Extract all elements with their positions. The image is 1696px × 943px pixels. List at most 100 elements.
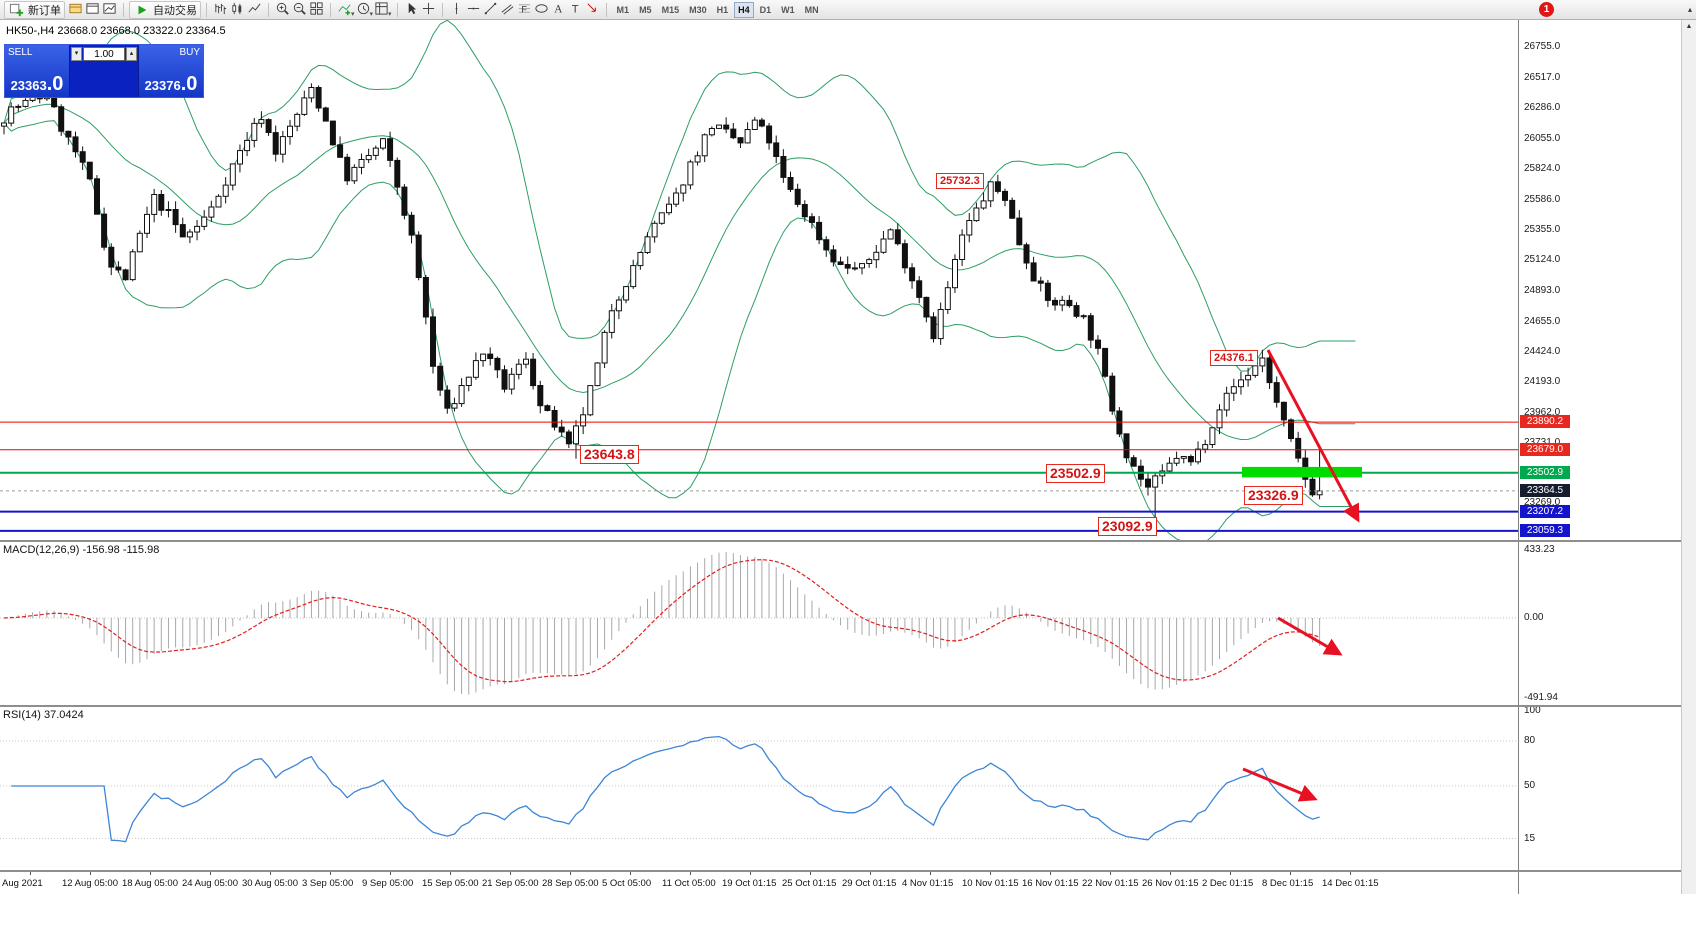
crosshair-icon[interactable] <box>420 0 437 16</box>
time-axis[interactable]: Aug 2021 12 Aug 05:00 18 Aug 05:00 24 Aug 0… <box>0 872 1518 894</box>
timeframe-H1[interactable]: H1 <box>713 2 733 18</box>
chart-type-group <box>212 0 263 19</box>
volume-input[interactable] <box>83 47 125 61</box>
toolbar-separator <box>605 2 607 17</box>
price-level-badge: 23502.9 <box>1520 465 1570 479</box>
svg-text:T: T <box>571 3 578 15</box>
indicators-icon[interactable] <box>336 0 353 16</box>
macd-panel-svg[interactable] <box>0 542 1518 705</box>
time-axis-tick <box>1110 872 1111 875</box>
price-axis-label: 26755.0 <box>1524 40 1561 52</box>
price-flag[interactable]: 25732.3 <box>936 173 984 190</box>
text-icon[interactable]: A <box>550 0 567 16</box>
bar-chart-icon[interactable] <box>212 0 229 16</box>
time-axis-label: 25 Oct 01:15 <box>782 878 837 889</box>
dropdown-caret-icon[interactable]: ▾ <box>369 10 374 18</box>
vline-icon[interactable] <box>448 0 465 16</box>
rsi-panel-svg[interactable] <box>0 707 1518 870</box>
main-chart-svg[interactable] <box>0 20 1518 540</box>
zoom-out-icon[interactable] <box>291 0 308 16</box>
price-axis-label: 25586.0 <box>1524 193 1561 205</box>
timeframe-M15[interactable]: M15 <box>658 2 684 18</box>
timeframe-H4[interactable]: H4 <box>734 1 754 18</box>
timeframe-M5[interactable]: M5 <box>635 2 656 18</box>
templates-icon[interactable] <box>373 0 390 16</box>
buy-button[interactable]: BUY 23376.0 <box>138 45 203 97</box>
price-flag[interactable]: 23502.9 <box>1046 463 1105 483</box>
price-flag[interactable]: 24376.1 <box>1210 350 1258 367</box>
price-flag[interactable]: 23092.9 <box>1098 516 1157 536</box>
time-axis-label: 15 Sep 05:00 <box>422 878 479 889</box>
price-level-badge: 23890.2 <box>1520 415 1570 429</box>
time-axis-label: 30 Aug 05:00 <box>242 878 298 889</box>
trendline-icon[interactable] <box>482 0 499 16</box>
channel-icon[interactable] <box>499 0 516 16</box>
tile-windows-icon[interactable] <box>308 0 325 16</box>
time-axis-label: 9 Sep 05:00 <box>362 878 414 889</box>
panel-separator[interactable] <box>0 705 1696 707</box>
toolbar-separator <box>206 2 207 17</box>
autotrade-label: 自动交易 <box>153 4 197 17</box>
price-level-badge: 23364.5 <box>1520 483 1570 497</box>
rsi-label: RSI(14) 37.0424 <box>3 709 84 721</box>
panel-separator[interactable] <box>0 870 1696 872</box>
window-icon[interactable] <box>84 0 101 16</box>
volume-up-button[interactable]: ▴ <box>126 47 137 61</box>
dropdown-caret-icon[interactable]: ▾ <box>351 10 355 18</box>
time-axis-tick <box>150 872 151 875</box>
macd-label: MACD(12,26,9) -156.98 -115.98 <box>3 544 160 556</box>
shapes-icon[interactable] <box>533 0 550 16</box>
new-order-icon <box>8 2 25 18</box>
timeframe-M1[interactable]: M1 <box>613 2 634 18</box>
label-icon[interactable]: T <box>567 0 584 16</box>
svg-text:F: F <box>521 4 527 14</box>
time-axis-tick <box>990 872 991 875</box>
panel-separator[interactable] <box>0 540 1696 542</box>
new-order-button[interactable]: 新订单 <box>4 0 65 19</box>
arrow-tool-icon[interactable] <box>584 0 601 16</box>
timeframe-W1[interactable]: W1 <box>777 2 799 18</box>
time-axis-tick <box>30 872 31 875</box>
notification-badge[interactable]: 1 <box>1538 2 1554 17</box>
toolbar-separator <box>396 2 398 17</box>
periods-icon[interactable] <box>355 0 372 16</box>
chart-window[interactable]: HK50-,H4 23668.0 23668.0 23322.0 23364.5… <box>0 20 1696 943</box>
time-axis-tick <box>1050 872 1051 875</box>
hline-icon[interactable] <box>465 0 482 16</box>
toolbar-overflow-icon[interactable]: ▴ <box>1687 5 1692 14</box>
time-axis-tick <box>1290 872 1291 875</box>
candlestick-icon[interactable] <box>229 0 246 16</box>
timeframe-M30[interactable]: M30 <box>685 2 711 18</box>
fibonacci-icon[interactable]: F <box>516 0 533 16</box>
time-axis-tick <box>810 872 811 875</box>
dropdown-caret-icon[interactable]: ▾ <box>388 10 392 18</box>
price-flag[interactable]: 23326.9 <box>1244 486 1303 506</box>
autotrade-button[interactable]: 自动交易 <box>129 0 201 19</box>
price-axis-label: 15 <box>1524 832 1536 844</box>
sell-button[interactable]: SELL 23363.0 <box>5 45 70 97</box>
price-axis-label: 24893.0 <box>1524 284 1561 296</box>
toolbar-separator <box>123 2 124 17</box>
cursor-icon[interactable] <box>403 0 420 16</box>
cursor-group <box>403 0 437 19</box>
price-flag[interactable]: 23643.8 <box>580 445 639 465</box>
vertical-scrollbar[interactable]: ▲ <box>1681 20 1696 894</box>
timeframe-MN[interactable]: MN <box>801 2 823 18</box>
price-axis-label: 50 <box>1524 780 1536 791</box>
time-axis-tick <box>270 872 271 875</box>
chart-window-icon[interactable] <box>101 0 118 16</box>
volume-down-button[interactable]: ▾ <box>71 47 82 61</box>
scroll-up-icon[interactable]: ▲ <box>1685 23 1693 30</box>
price-level-badge: 23679.0 <box>1520 442 1570 456</box>
time-axis-tick <box>1170 872 1171 875</box>
price-axis-label: 23269.0 <box>1524 497 1561 509</box>
price-axis[interactable]: 26755.0 26517.0 26286.0 26055.0 25824.0 25586… <box>1518 20 1683 894</box>
timeframe-D1[interactable]: D1 <box>756 2 776 18</box>
profile-icon[interactable] <box>67 0 84 16</box>
line-chart-icon[interactable] <box>246 0 263 16</box>
zoom-in-icon[interactable] <box>274 0 291 16</box>
time-axis-label: 19 Oct 01:15 <box>722 878 777 889</box>
time-axis-tick <box>90 872 91 875</box>
